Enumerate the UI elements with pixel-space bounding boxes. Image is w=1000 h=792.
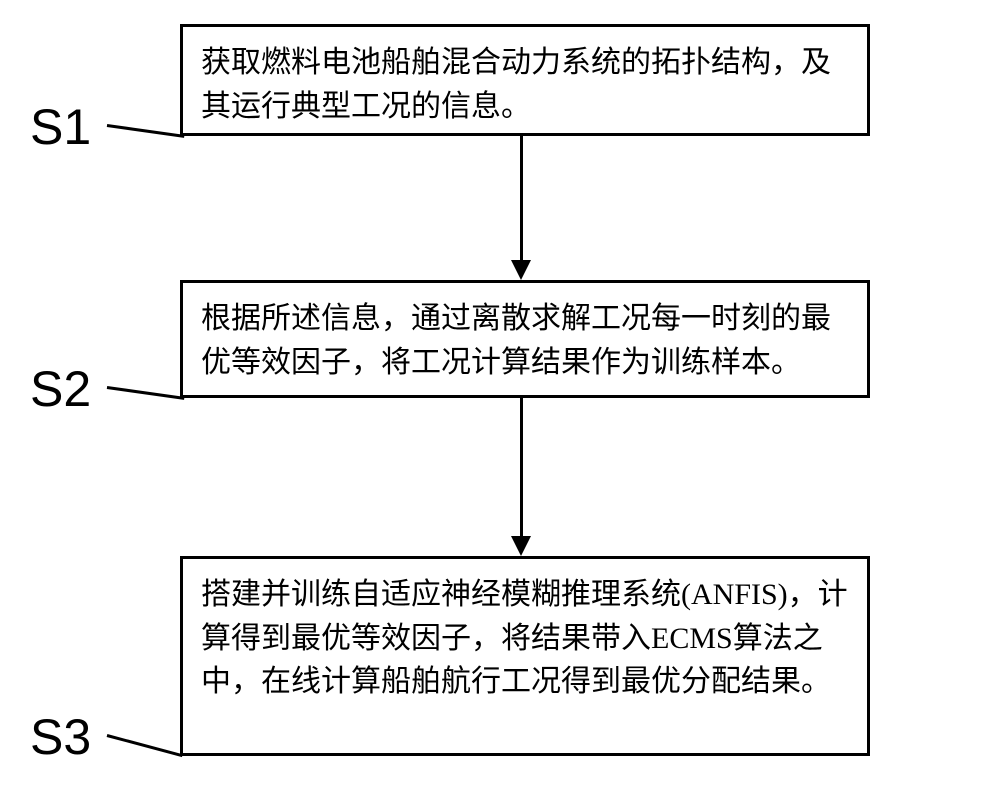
step-s3-text: 搭建并训练自适应神经模糊推理系统(ANFIS)，计算得到最优等效因子，将结果带入… — [201, 578, 848, 698]
step-s2-label: S2 — [30, 360, 91, 418]
step-s3-label: S3 — [30, 708, 91, 766]
arrow-s1-s2 — [520, 136, 523, 262]
step-s1-box: 获取燃料电池船舶混合动力系统的拓扑结构，及其运行典型工况的信息。 — [180, 24, 870, 136]
step-s2-text: 根据所述信息，通过离散求解工况每一时刻的最优等效因子，将工况计算结果作为训练样本… — [201, 302, 831, 379]
arrow-s2-s3-head — [511, 536, 531, 556]
step-s3-box: 搭建并训练自适应神经模糊推理系统(ANFIS)，计算得到最优等效因子，将结果带入… — [180, 556, 870, 756]
arrow-s1-s2-head — [511, 260, 531, 280]
flowchart-canvas: 获取燃料电池船舶混合动力系统的拓扑结构，及其运行典型工况的信息。 S1 根据所述… — [0, 0, 1000, 792]
step-s1-label: S1 — [30, 98, 91, 156]
step-s2-box: 根据所述信息，通过离散求解工况每一时刻的最优等效因子，将工况计算结果作为训练样本… — [180, 280, 870, 398]
s1-label-connector — [107, 124, 185, 138]
s2-label-connector — [107, 386, 185, 400]
step-s1-text: 获取燃料电池船舶混合动力系统的拓扑结构，及其运行典型工况的信息。 — [201, 46, 831, 123]
arrow-s2-s3 — [520, 398, 523, 538]
s3-label-connector — [107, 734, 183, 757]
